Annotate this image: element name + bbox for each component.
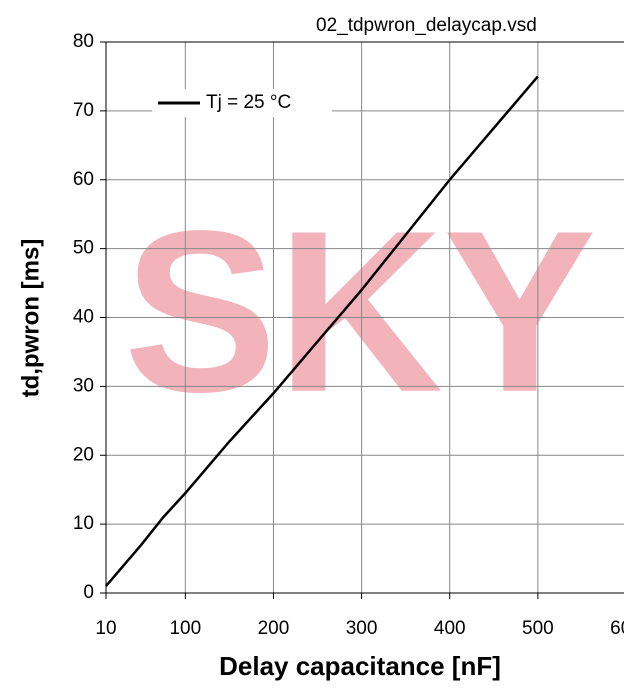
y-tick-label: 60 (73, 169, 94, 190)
x-tick-label: 200 (258, 618, 290, 639)
annotation: 02_tdpwron_delaycap.vsd (316, 15, 537, 36)
y-tick-label: 10 (73, 513, 94, 534)
x-axis-label: Delay capacitance [nF] (219, 651, 501, 681)
legend-label: Tj = 25 °C (206, 92, 291, 113)
y-tick-label: 0 (83, 582, 94, 603)
y-tick-label: 20 (73, 444, 94, 465)
y-tick-label: 70 (73, 100, 94, 121)
x-tick-label: 600 (610, 618, 624, 639)
data-line (105, 75, 539, 587)
x-tick-label: 500 (522, 618, 554, 639)
y-tick-label: 30 (73, 375, 94, 396)
x-tick-label: 100 (169, 618, 201, 639)
y-tick-label: 50 (73, 238, 94, 259)
y-tick-label: 40 (73, 307, 94, 328)
x-tick-label: 400 (434, 618, 466, 639)
x-tick-label: 10 (95, 618, 116, 639)
watermark: SKY (124, 183, 597, 440)
annotation-box (308, 12, 624, 40)
x-tick-label: 300 (346, 618, 378, 639)
y-tick-label: 80 (73, 31, 94, 52)
y-axis-label: td,pwron [ms] (17, 239, 44, 398)
